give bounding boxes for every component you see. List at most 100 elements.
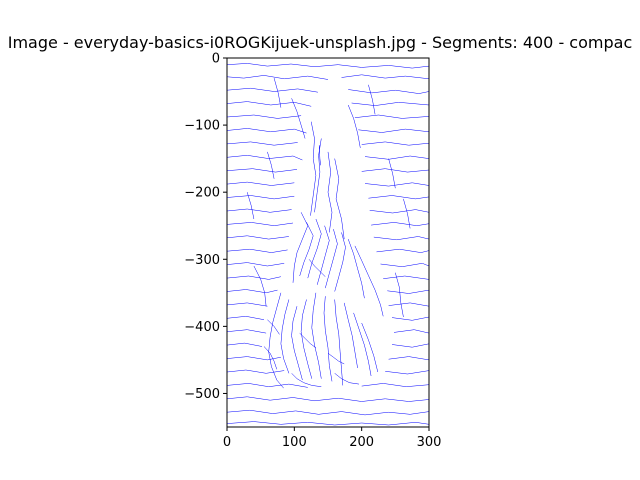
line-segment-0-18: [364, 182, 429, 187]
line-segment-0-63: [347, 239, 365, 299]
line-segment-0-31: [227, 275, 281, 280]
line-segment-0-17: [227, 181, 295, 186]
line-segment-0-40: [393, 329, 429, 334]
line-segment-0-25: [227, 235, 289, 240]
line-segment-0-4: [348, 89, 429, 94]
line-segment-0-41: [227, 342, 263, 347]
line-segment-0-88: [291, 98, 306, 139]
line-segment-0-59: [307, 218, 322, 279]
line-segment-0-81: [334, 373, 360, 385]
line-segment-0-46: [385, 370, 429, 375]
line-segment-0-12: [361, 141, 429, 146]
line-segment-0-39: [227, 329, 267, 334]
line-segment-0-82: [253, 265, 267, 307]
line-segment-0-58: [299, 222, 314, 277]
line-segment-0-10: [358, 128, 429, 133]
line-segment-0-62: [334, 232, 346, 292]
line-segment-0-66: [280, 299, 290, 374]
line-segment-0-76: [263, 346, 278, 370]
line-segment-0-72: [343, 302, 358, 369]
line-segment-0-43: [227, 356, 281, 361]
line-segment-0-52: [310, 121, 317, 216]
chart-title: Image - everyday-basics-i0ROGKijuek-unsp…: [8, 33, 632, 52]
line-segment-0-85: [403, 198, 411, 229]
line-segment-0-32: [383, 275, 429, 280]
line-segment-0-14: [364, 155, 429, 160]
line-segment-0-13: [227, 155, 303, 161]
line-segment-0-91: [273, 78, 282, 108]
line-segment-0-26: [373, 236, 429, 241]
line-segment-0-89: [347, 104, 361, 148]
line-segment-0-80: [291, 373, 322, 387]
line-segment-0-74: [361, 322, 379, 373]
line-segment-0-50: [227, 409, 429, 416]
line-segment-0-34: [387, 289, 429, 294]
line-segment-0-55: [327, 151, 333, 233]
y-tick-label: −200: [184, 186, 220, 201]
line-segment-0-61: [325, 229, 338, 289]
x-tick-label: 100: [282, 435, 307, 450]
x-tick-label: 0: [223, 435, 231, 450]
line-segment-0-64: [354, 245, 384, 317]
line-segment-0-21: [227, 208, 292, 213]
y-tick-label: 0: [212, 52, 220, 67]
line-segment-0-57: [292, 212, 309, 283]
line-segment-0-87: [388, 158, 396, 189]
plot-lines: [227, 63, 429, 426]
line-segment-0-84: [246, 192, 255, 220]
line-segment-0-49: [227, 396, 429, 402]
line-segment-0-44: [388, 356, 429, 361]
line-segment-0-33: [227, 289, 278, 294]
line-segment-0-1: [227, 75, 329, 80]
line-segment-0-37: [227, 316, 265, 320]
line-segment-0-29: [227, 262, 285, 267]
x-tick-label: 200: [349, 435, 374, 450]
line-segment-0-16: [361, 168, 429, 173]
line-segment-0-20: [368, 195, 429, 200]
y-tick-label: −300: [184, 253, 220, 268]
line-segment-0-42: [391, 343, 429, 348]
line-segment-0-6: [351, 102, 429, 106]
line-segment-0-48: [361, 383, 429, 387]
line-segment-0-79: [327, 352, 345, 365]
line-segment-0-23: [227, 222, 294, 226]
y-tick-label: −100: [184, 119, 220, 134]
line-segment-0-69: [311, 292, 322, 379]
line-segment-0-78: [299, 332, 317, 349]
line-segment-0-7: [227, 114, 302, 119]
line-segment-0-27: [227, 248, 288, 253]
line-segment-0-30: [380, 263, 429, 267]
line-segment-0-9: [227, 128, 307, 134]
line-segment-0-47: [227, 383, 308, 388]
line-segment-0-70: [323, 296, 333, 382]
line-segment-0-36: [388, 302, 429, 307]
line-segment-0-86: [267, 151, 275, 179]
line-segment-0-38: [391, 316, 429, 321]
line-segment-0-8: [354, 114, 429, 119]
line-segment-0-68: [300, 299, 313, 379]
line-segment-0-24: [371, 222, 429, 226]
line-segment-0-75: [267, 319, 280, 335]
line-segment-0-22: [369, 209, 429, 214]
line-segment-0-56: [334, 158, 345, 240]
line-segment-0-11: [227, 141, 298, 146]
line-segment-0-90: [368, 84, 376, 115]
x-tick-label: 300: [417, 435, 442, 450]
line-segment-0-51: [227, 421, 429, 426]
y-tick-label: −400: [184, 320, 220, 335]
line-segment-0-35: [227, 302, 268, 307]
line-segment-0-19: [227, 195, 295, 200]
line-segment-0-67: [291, 306, 303, 381]
line-segment-0-45: [227, 369, 285, 374]
line-segment-0-54: [318, 145, 321, 166]
line-segment-0-77: [308, 259, 326, 277]
line-segment-0-73: [353, 312, 372, 377]
line-segment-0-15: [227, 168, 298, 173]
y-axis-ticks: 0 −100 −200 −300 −400 −500: [184, 52, 227, 402]
line-segment-0-65: [268, 292, 284, 389]
axes-frame: [226, 57, 430, 428]
x-axis-ticks: 0 100 200 300: [223, 427, 442, 450]
line-segment-0-2: [341, 74, 429, 80]
